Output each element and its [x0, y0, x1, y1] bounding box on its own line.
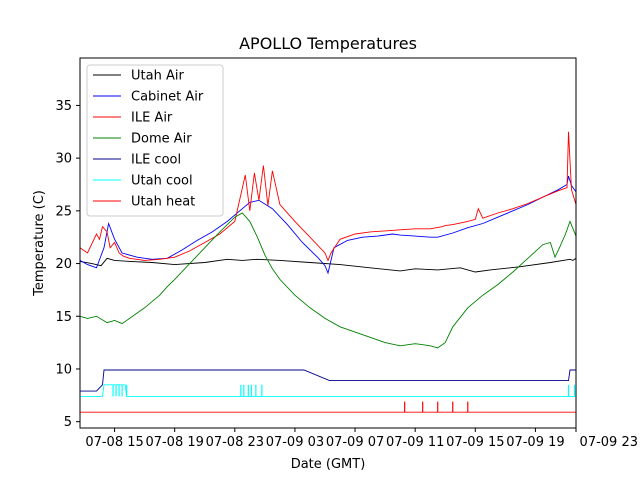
legend-label-utah-heat: Utah heat: [131, 195, 195, 210]
x-tick-label-07-09-03: 07-09 03: [266, 435, 324, 450]
series-layer: [79, 131, 577, 413]
x-tick-label-07-08-19: 07-08 19: [145, 435, 203, 450]
series-line-ile-cool: [80, 369, 576, 392]
x-tick-label-07-09-07: 07-09 07: [326, 435, 384, 450]
legend-label-utah-cool: Utah cool: [131, 174, 193, 189]
y-axis-label: Temperature (C): [32, 190, 47, 297]
y-tick-label-35: 35: [55, 99, 72, 114]
legend: Utah Air Cabinet Air ILE Air Dome Air ILE co…: [86, 64, 224, 217]
x-axis: 07-08 15 07-08 19 07-08 23 07-09 03 07-09 07…: [85, 428, 638, 450]
y-tick-label-20: 20: [55, 257, 72, 272]
y-tick-label-25: 25: [55, 204, 72, 219]
legend-box: [86, 64, 224, 217]
legend-label-ile-air: ILE Air: [131, 111, 173, 126]
chart-title: APOLLO Temperatures: [239, 34, 417, 53]
x-tick-label-07-09-19: 07-09 19: [506, 435, 564, 450]
series-line-ile-air: [79, 131, 577, 262]
x-tick-label-07-09-15: 07-09 15: [446, 435, 504, 450]
series-line-cabinet-air: [79, 175, 577, 275]
legend-label-cabinet-air: Cabinet Air: [131, 90, 204, 105]
x-tick-label-07-08-23: 07-08 23: [206, 435, 264, 450]
y-tick-label-5: 5: [64, 415, 72, 430]
y-axis: 5 10 15 20 25 30 35: [55, 99, 80, 430]
series-line-utah-cool: [80, 384, 576, 397]
series-line-dome-air: [79, 212, 577, 349]
legend-label-utah-air: Utah Air: [131, 69, 184, 84]
series-line-utah-air: [79, 257, 577, 273]
x-axis-label: Date (GMT): [291, 457, 366, 472]
x-tick-label-07-09-23: 07-09 23: [580, 435, 638, 450]
y-tick-label-15: 15: [55, 310, 72, 325]
legend-label-dome-air: Dome Air: [131, 132, 192, 147]
x-tick-label-07-08-15: 07-08 15: [85, 435, 143, 450]
y-tick-label-30: 30: [55, 152, 72, 167]
legend-label-ile-cool: ILE cool: [131, 153, 181, 168]
pulse-layer: [112, 384, 576, 413]
y-tick-label-10: 10: [55, 362, 72, 377]
x-tick-label-07-09-11: 07-09 11: [386, 435, 444, 450]
plot-frame: [79, 57, 577, 429]
